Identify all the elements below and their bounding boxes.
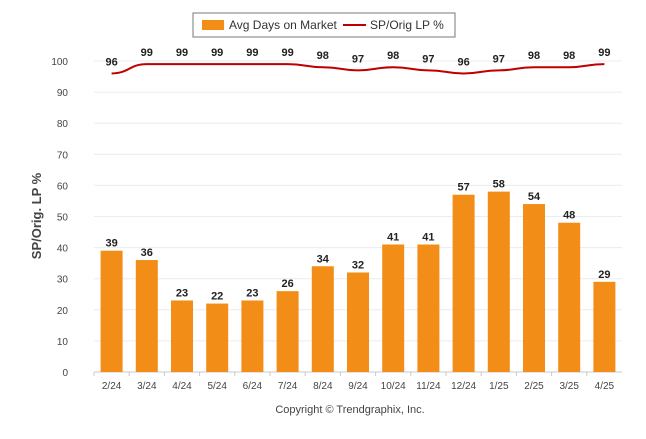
bar xyxy=(206,303,229,372)
x-tick-label: 2/24 xyxy=(102,381,122,392)
bar xyxy=(241,300,264,372)
bar-value-label: 29 xyxy=(598,269,610,281)
line-value-label: 97 xyxy=(352,53,364,65)
bar xyxy=(417,244,440,372)
line-value-label: 99 xyxy=(246,47,258,59)
y-tick-label: 40 xyxy=(57,244,69,255)
legend-label-bar: Avg Days on Market xyxy=(229,18,337,32)
line-value-label: 99 xyxy=(141,47,153,59)
y-tick-label: 50 xyxy=(57,213,69,224)
line-value-label: 99 xyxy=(598,47,610,59)
line-value-label: 97 xyxy=(493,53,505,65)
bar-value-label: 26 xyxy=(281,278,293,290)
y-tick-label: 100 xyxy=(51,57,68,68)
line-value-label: 99 xyxy=(211,47,223,59)
bar xyxy=(171,300,193,372)
x-tick-label: 2/25 xyxy=(524,381,544,392)
bar xyxy=(135,260,158,372)
bar-value-label: 36 xyxy=(141,247,153,259)
bar xyxy=(593,281,616,372)
y-axis-title: SP/Orig. LP % xyxy=(29,172,44,259)
bar-value-label: 54 xyxy=(528,191,541,203)
bar-value-label: 41 xyxy=(422,231,434,243)
line-value-label: 99 xyxy=(281,47,293,59)
line-value-label: 97 xyxy=(422,53,434,65)
line-value-label: 98 xyxy=(563,50,575,62)
bar-value-label: 23 xyxy=(246,287,258,299)
x-tick-label: 6/24 xyxy=(243,381,263,392)
bar-value-label: 23 xyxy=(176,287,188,299)
line-value-label: 96 xyxy=(457,56,469,68)
y-tick-label: 30 xyxy=(57,275,69,286)
y-tick-label: 70 xyxy=(57,150,69,161)
x-tick-label: 4/25 xyxy=(595,381,615,392)
y-tick-label: 0 xyxy=(62,368,68,379)
x-tick-label: 11/24 xyxy=(416,381,441,392)
line-value-label: 99 xyxy=(176,47,188,59)
y-axis-ticks: 0 10 20 30 40 50 60 70 80 90 100 xyxy=(51,57,68,379)
bar-value-label: 39 xyxy=(105,238,117,250)
y-tick-label: 80 xyxy=(57,119,69,130)
bar-value-label: 58 xyxy=(493,179,505,191)
bar-value-label: 22 xyxy=(211,291,223,303)
bar-value-label: 41 xyxy=(387,231,399,243)
x-tick-label: 8/24 xyxy=(313,381,333,392)
bar xyxy=(347,272,369,372)
y-tick-label: 20 xyxy=(57,306,69,317)
line-value-label: 96 xyxy=(105,56,117,68)
bar xyxy=(452,194,475,372)
legend-label-line: SP/Orig LP % xyxy=(370,18,444,32)
line-value-label: 98 xyxy=(317,50,329,62)
bar-series: 39 36 23 22 23 26 34 32 41 41 57 58 54 48 29 xyxy=(100,179,616,372)
copyright-text: Copyright © Trendgraphix, Inc. xyxy=(275,404,424,416)
series-line xyxy=(111,63,605,75)
x-tick-label: 9/24 xyxy=(348,381,368,392)
bar xyxy=(487,191,510,372)
x-tick-label: 1/25 xyxy=(489,381,509,392)
y-tick-label: 10 xyxy=(57,337,69,348)
x-tick-label: 10/24 xyxy=(381,381,406,392)
legend-box xyxy=(192,12,456,38)
x-tick-label: 3/25 xyxy=(559,381,579,392)
legend: Avg Days on Market SP/Orig LP % xyxy=(192,12,456,38)
bar xyxy=(523,204,545,372)
line-value-label: 98 xyxy=(528,50,540,62)
x-tick-label: 12/24 xyxy=(451,381,476,392)
y-tick-label: 90 xyxy=(57,88,69,99)
line-value-label: 98 xyxy=(387,50,399,62)
bar xyxy=(558,222,581,372)
bar xyxy=(382,244,405,372)
line-series: 96 99 99 99 99 99 98 97 98 97 96 97 98 98 99 xyxy=(105,47,611,75)
bar-value-label: 34 xyxy=(317,253,330,265)
x-tick-label: 3/24 xyxy=(137,381,157,392)
bar xyxy=(276,291,299,372)
bar-value-label: 32 xyxy=(352,259,364,271)
x-axis-ticks: 2/24 3/24 4/24 5/24 6/24 7/24 8/24 9/24 10/24 11/… xyxy=(93,372,615,392)
legend-swatch-bar xyxy=(202,20,224,30)
bar xyxy=(311,266,334,372)
y-tick-label: 60 xyxy=(57,181,69,192)
bar-value-label: 48 xyxy=(563,210,575,222)
bar xyxy=(100,250,123,372)
bar-value-label: 57 xyxy=(457,182,469,194)
x-tick-label: 5/24 xyxy=(207,381,227,392)
x-tick-label: 4/24 xyxy=(172,381,192,392)
x-tick-label: 7/24 xyxy=(278,381,298,392)
